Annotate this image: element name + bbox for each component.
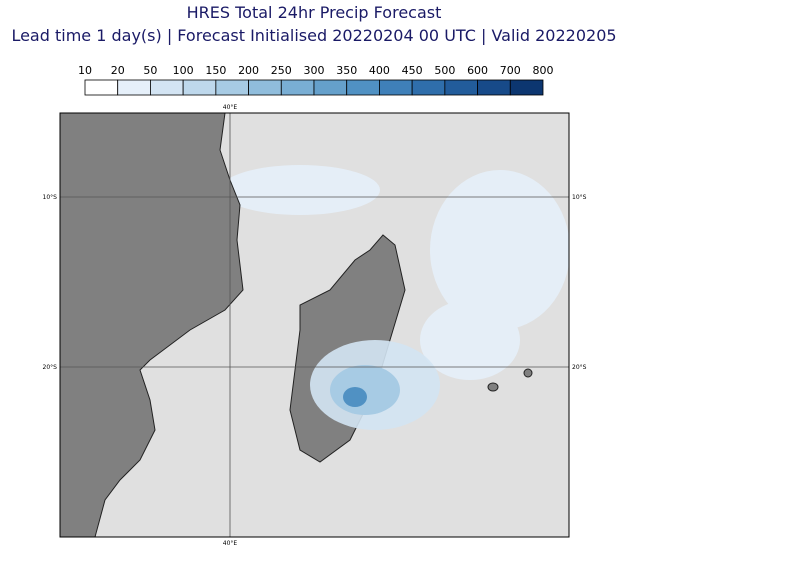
- colorbar-label: 100: [173, 64, 194, 77]
- lon-label: 40°E: [223, 104, 238, 111]
- mauritius: [523, 368, 533, 378]
- colorbar-label: 10: [78, 64, 92, 77]
- colorbar-swatch: [313, 79, 348, 96]
- colorbar-swatch: [444, 79, 478, 96]
- colorbar-swatch: [117, 79, 151, 96]
- colorbar-swatch: [477, 79, 511, 96]
- lat-label: 20°S: [572, 364, 587, 371]
- lat-label: 10°S: [572, 194, 587, 201]
- lon-label: 40°E: [223, 540, 238, 547]
- colorbar-label: 450: [402, 64, 423, 77]
- lat-label: 20°S: [43, 364, 58, 371]
- colorbar-swatch: [379, 79, 413, 96]
- colorbar-label: 20: [111, 64, 125, 77]
- colorbar-label: 600: [467, 64, 488, 77]
- colorbar-label: 150: [205, 64, 226, 77]
- colorbar-label: 500: [434, 64, 455, 77]
- reunion: [487, 382, 499, 392]
- map-frame: [59, 112, 570, 538]
- map-area: [60, 113, 569, 537]
- precip-madagascar: [310, 340, 440, 430]
- colorbar-label: 400: [369, 64, 390, 77]
- colorbar-swatch: [509, 79, 544, 96]
- colorbar: 10 20 50 100 150 200 250 300 350 400 450 500 600 700 8…: [78, 64, 554, 96]
- colorbar-label: 800: [533, 64, 554, 77]
- colorbar-label: 300: [304, 64, 325, 77]
- colorbar-label: 250: [271, 64, 292, 77]
- subtitle: Lead time 1 day(s) | Forecast Initialise…: [11, 26, 616, 45]
- colorbar-swatch: [150, 79, 184, 96]
- colorbar-swatch: [248, 79, 282, 96]
- title: HRES Total 24hr Precip Forecast: [187, 3, 442, 22]
- colorbar-label: 200: [238, 64, 259, 77]
- lat-label: 10°S: [43, 194, 58, 201]
- colorbar-swatch: [84, 79, 119, 96]
- colorbar-swatch: [346, 79, 380, 96]
- colorbar-label: 350: [336, 64, 357, 77]
- colorbar-label: 700: [500, 64, 521, 77]
- colorbar-swatch: [280, 79, 315, 96]
- colorbar-label: 50: [143, 64, 157, 77]
- colorbar-swatch: [411, 79, 446, 96]
- colorbar-swatch: [182, 79, 217, 96]
- colorbar-swatch: [215, 79, 249, 96]
